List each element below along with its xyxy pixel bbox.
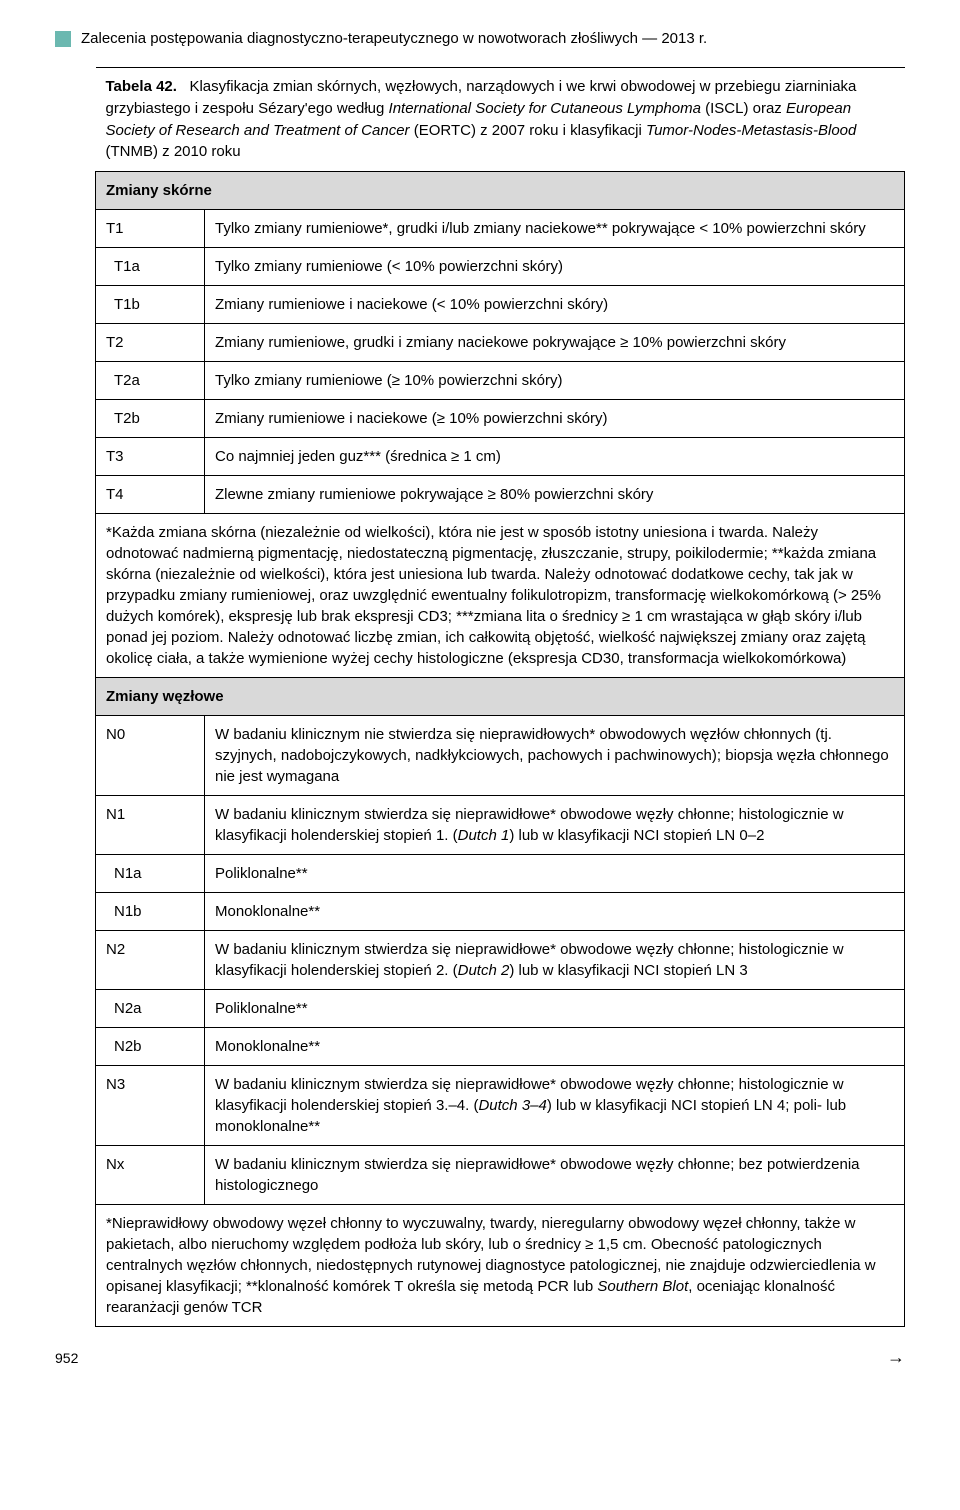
- nodes-footnote: *Nieprawidłowy obwodowy węzeł chłonny to…: [96, 1205, 905, 1327]
- table-row: T1aTylko zmiany rumieniowe (< 10% powier…: [96, 248, 905, 286]
- page-container: Zalecenia postępowania diagnostyczno-ter…: [0, 0, 960, 1398]
- skin-footnote-row: *Każda zmiana skórna (niezależnie od wie…: [96, 514, 905, 678]
- skin-code: T2b: [96, 400, 205, 438]
- nodes-code: N1b: [96, 893, 205, 931]
- nodes-desc: W badaniu klinicznym stwierdza się niepr…: [205, 1066, 905, 1146]
- content-inset: Tabela 42. Klasyfikacja zmian skórnych, …: [55, 67, 905, 1327]
- page-header-row: Zalecenia postępowania diagnostyczno-ter…: [55, 30, 905, 47]
- skin-code: T2a: [96, 362, 205, 400]
- skin-desc: Tylko zmiany rumieniowe (≥ 10% powierzch…: [205, 362, 905, 400]
- page-number: 952: [55, 1350, 78, 1366]
- table-row: N1W badaniu klinicznym stwierdza się nie…: [96, 796, 905, 855]
- nodes-desc: W badaniu klinicznym nie stwierdza się n…: [205, 716, 905, 796]
- nodes-code: N1: [96, 796, 205, 855]
- skin-code: T1a: [96, 248, 205, 286]
- nodes-desc: Poliklonalne**: [205, 990, 905, 1028]
- skin-desc: Zmiany rumieniowe, grudki i zmiany nacie…: [205, 324, 905, 362]
- skin-desc: Tylko zmiany rumieniowe (< 10% powierzch…: [205, 248, 905, 286]
- nodes-desc: W badaniu klinicznym stwierdza się niepr…: [205, 796, 905, 855]
- continue-arrow-icon: →: [887, 1347, 905, 1368]
- skin-code: T1b: [96, 286, 205, 324]
- nodes-desc: Monoklonalne**: [205, 893, 905, 931]
- table-row: N2W badaniu klinicznym stwierdza się nie…: [96, 931, 905, 990]
- skin-header-text: Zmiany skórne: [96, 172, 905, 210]
- nodes-code: N1a: [96, 855, 205, 893]
- skin-section-header: Zmiany skórne: [96, 172, 905, 210]
- table-row: T2aTylko zmiany rumieniowe (≥ 10% powier…: [96, 362, 905, 400]
- nodes-code: N2b: [96, 1028, 205, 1066]
- skin-code: T2: [96, 324, 205, 362]
- table-row: T2bZmiany rumieniowe i naciekowe (≥ 10% …: [96, 400, 905, 438]
- skin-code: T1: [96, 210, 205, 248]
- table-row: T2Zmiany rumieniowe, grudki i zmiany nac…: [96, 324, 905, 362]
- nodes-code: Nx: [96, 1146, 205, 1205]
- nodes-desc: W badaniu klinicznym stwierdza się niepr…: [205, 931, 905, 990]
- nodes-code: N2a: [96, 990, 205, 1028]
- nodes-code: N0: [96, 716, 205, 796]
- nodes-desc: Monoklonalne**: [205, 1028, 905, 1066]
- classification-table: Tabela 42. Klasyfikacja zmian skórnych, …: [95, 67, 905, 1327]
- table-row: T1bZmiany rumieniowe i naciekowe (< 10% …: [96, 286, 905, 324]
- table-row: N1bMonoklonalne**: [96, 893, 905, 931]
- table-row: N3W badaniu klinicznym stwierdza się nie…: [96, 1066, 905, 1146]
- nodes-section-header: Zmiany węzłowe: [96, 678, 905, 716]
- table-caption-row: Tabela 42. Klasyfikacja zmian skórnych, …: [96, 68, 905, 172]
- table-row: T4Zlewne zmiany rumieniowe pokrywające ≥…: [96, 476, 905, 514]
- skin-desc: Co najmniej jeden guz*** (średnica ≥ 1 c…: [205, 438, 905, 476]
- table-label: Tabela 42.: [106, 78, 177, 95]
- skin-desc: Zlewne zmiany rumieniowe pokrywające ≥ 8…: [205, 476, 905, 514]
- skin-footnote: *Każda zmiana skórna (niezależnie od wie…: [96, 514, 905, 678]
- nodes-desc: W badaniu klinicznym stwierdza się niepr…: [205, 1146, 905, 1205]
- skin-desc: Zmiany rumieniowe i naciekowe (≥ 10% pow…: [205, 400, 905, 438]
- skin-code: T4: [96, 476, 205, 514]
- nodes-code: N3: [96, 1066, 205, 1146]
- table-row: NxW badaniu klinicznym stwierdza się nie…: [96, 1146, 905, 1205]
- nodes-footnote-row: *Nieprawidłowy obwodowy węzeł chłonny to…: [96, 1205, 905, 1327]
- table-row: N2bMonoklonalne**: [96, 1028, 905, 1066]
- table-row: N0W badaniu klinicznym nie stwierdza się…: [96, 716, 905, 796]
- page-footer: 952 →: [55, 1347, 905, 1368]
- header-square-icon: [55, 31, 71, 47]
- table-caption: Klasyfikacja zmian skórnych, węzłowych, …: [106, 78, 857, 160]
- skin-desc: Tylko zmiany rumieniowe*, grudki i/lub z…: [205, 210, 905, 248]
- nodes-code: N2: [96, 931, 205, 990]
- table-row: N2aPoliklonalne**: [96, 990, 905, 1028]
- skin-desc: Zmiany rumieniowe i naciekowe (< 10% pow…: [205, 286, 905, 324]
- nodes-desc: Poliklonalne**: [205, 855, 905, 893]
- skin-code: T3: [96, 438, 205, 476]
- table-row: T3Co najmniej jeden guz*** (średnica ≥ 1…: [96, 438, 905, 476]
- table-row: N1aPoliklonalne**: [96, 855, 905, 893]
- table-row: T1Tylko zmiany rumieniowe*, grudki i/lub…: [96, 210, 905, 248]
- nodes-header-text: Zmiany węzłowe: [96, 678, 905, 716]
- page-title: Zalecenia postępowania diagnostyczno-ter…: [81, 30, 707, 47]
